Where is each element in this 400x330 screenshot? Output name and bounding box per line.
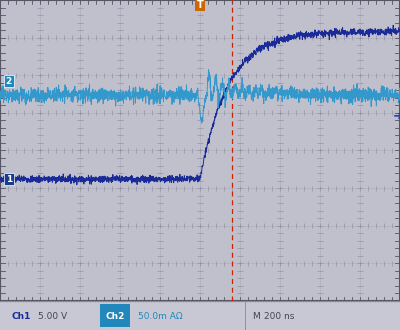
Text: 50.0m AΩ: 50.0m AΩ <box>138 313 183 321</box>
Text: 2: 2 <box>6 77 12 86</box>
Text: Ch1: Ch1 <box>12 313 31 321</box>
Text: 200 ns: 200 ns <box>264 313 294 321</box>
Text: 5.00 V: 5.00 V <box>38 313 67 321</box>
Text: 1: 1 <box>6 175 12 183</box>
Text: T: T <box>197 0 203 10</box>
Text: Ch2: Ch2 <box>105 313 125 321</box>
FancyBboxPatch shape <box>100 305 130 326</box>
Text: M: M <box>252 313 260 321</box>
